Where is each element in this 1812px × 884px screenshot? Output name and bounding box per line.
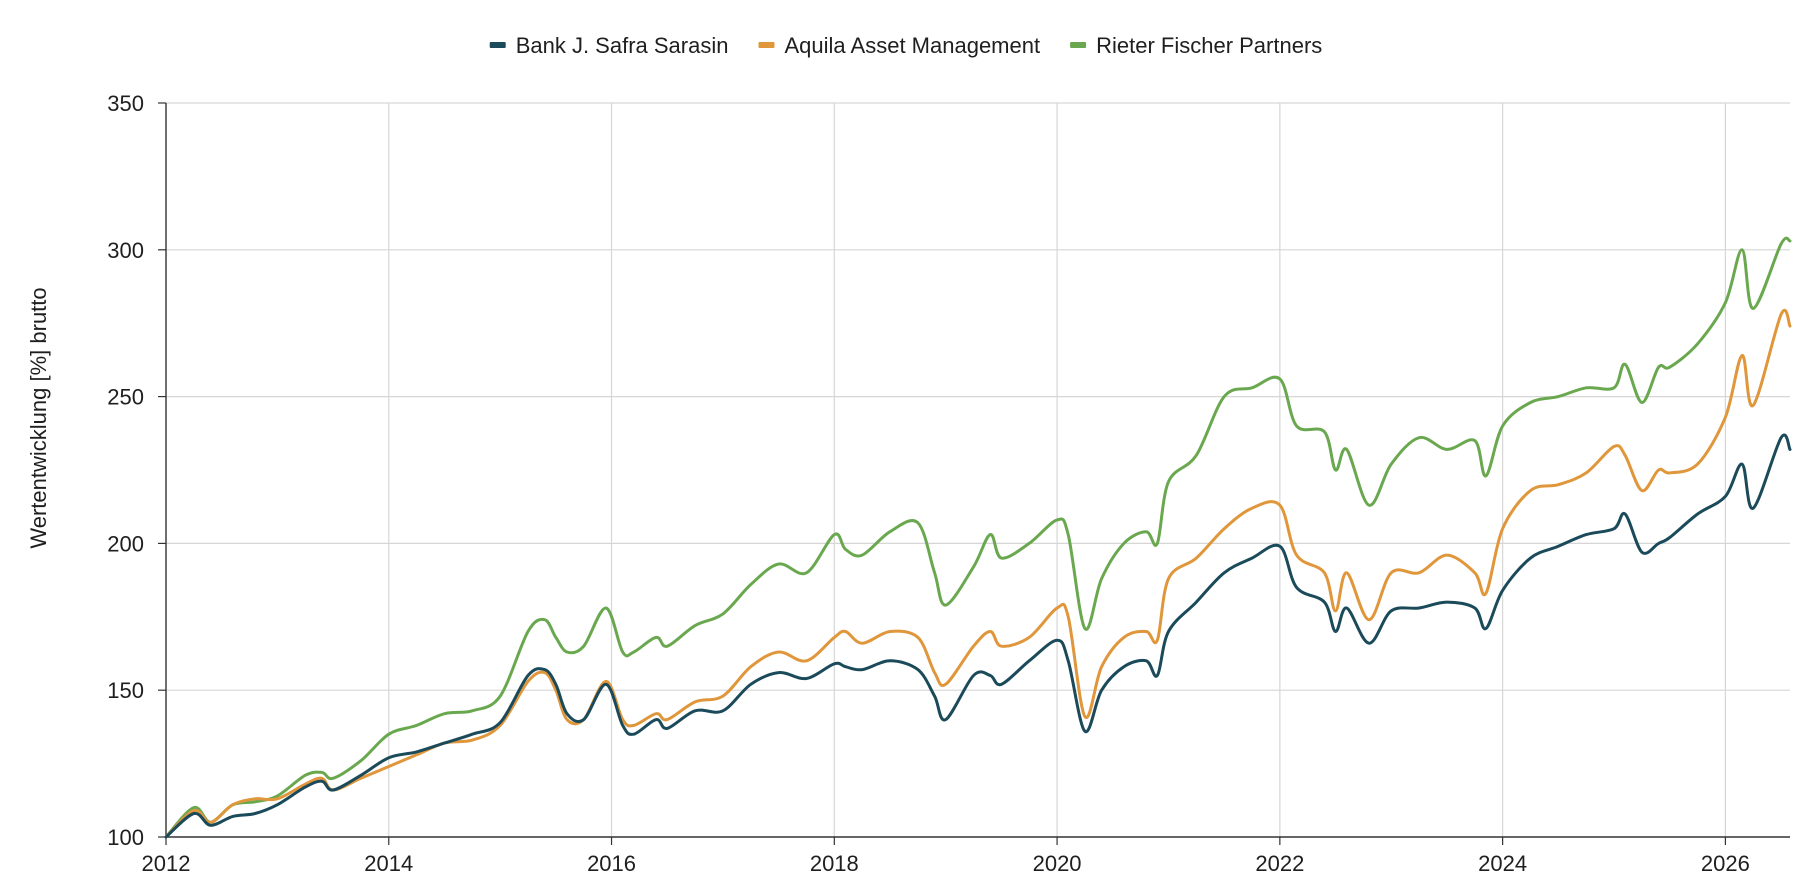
y-tick-label: 150	[107, 678, 144, 703]
legend-label: Bank J. Safra Sarasin	[516, 33, 729, 58]
grid-layer	[166, 102, 1790, 837]
x-tick-label: 2026	[1701, 851, 1750, 876]
x-tick-label: 2022	[1255, 851, 1304, 876]
y-axis-title: Wertentwicklung [%] brutto	[26, 287, 51, 548]
x-tick-label: 2024	[1478, 851, 1527, 876]
x-tick-label: 2016	[587, 851, 636, 876]
legend-label: Rieter Fischer Partners	[1096, 33, 1322, 58]
legend-swatch	[489, 42, 506, 48]
x-tick-label: 2020	[1033, 851, 1082, 876]
legend-label: Aquila Asset Management	[784, 33, 1040, 58]
y-tick-label: 300	[107, 238, 144, 263]
legend-swatch	[758, 42, 775, 48]
x-tick-label: 2018	[810, 851, 859, 876]
series-line-2	[164, 308, 1792, 839]
y-tick-label: 200	[107, 531, 144, 556]
series-line-1	[164, 433, 1792, 839]
legend: Bank J. Safra Sarasin Aquila Asset Manage…	[489, 33, 1322, 58]
y-tick-label: 350	[107, 91, 144, 116]
legend-swatch	[1070, 42, 1087, 48]
axes-layer: 100 150 200 250 300 350 2012 2014 2016 2018 2020 20…	[107, 91, 1790, 876]
x-tick-label: 2012	[142, 851, 191, 876]
y-tick-label: 100	[107, 825, 144, 850]
series-layer	[164, 236, 1792, 839]
y-tick-label: 250	[107, 385, 144, 410]
x-tick-label: 2014	[364, 851, 413, 876]
series-line-3	[164, 236, 1792, 839]
